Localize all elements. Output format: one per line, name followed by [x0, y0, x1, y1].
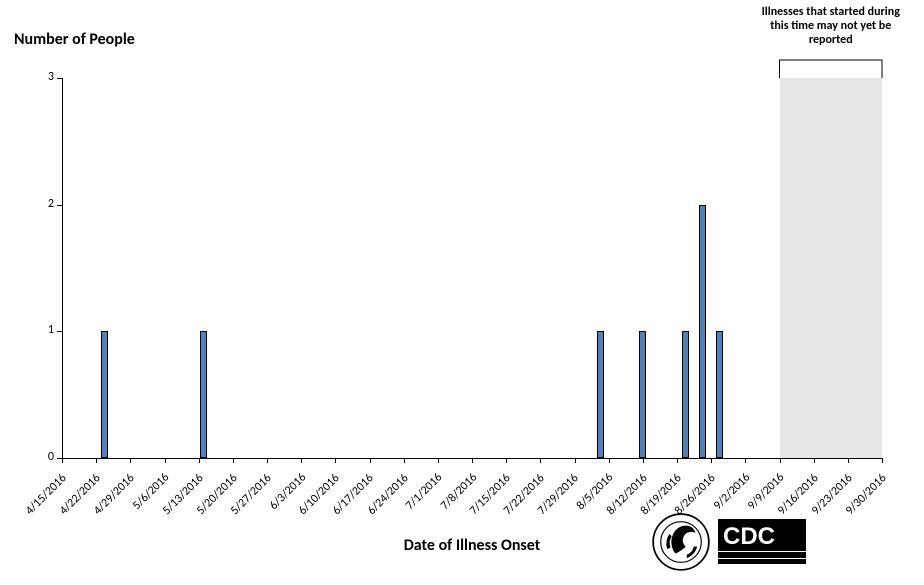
x-tick-mark: [130, 458, 131, 463]
x-tick-mark: [267, 458, 268, 463]
x-tick-mark: [335, 458, 336, 463]
hhs-logo-icon: [652, 513, 710, 571]
x-tick-mark: [575, 458, 576, 463]
x-tick-mark: [814, 458, 815, 463]
x-tick-mark: [540, 458, 541, 463]
logos-block: CDC: [652, 513, 806, 571]
x-tick-mark: [643, 458, 644, 463]
x-tick-mark: [404, 458, 405, 463]
x-tick-mark: [199, 458, 200, 463]
svg-text:CDC: CDC: [723, 523, 775, 550]
x-tick-mark: [711, 458, 712, 463]
y-tick-mark: [57, 78, 62, 79]
y-tick-mark: [57, 331, 62, 332]
x-tick-mark: [165, 458, 166, 463]
y-tick-mark: [57, 205, 62, 206]
x-tick-mark: [96, 458, 97, 463]
x-tick-mark: [438, 458, 439, 463]
y-tick-label: 1: [30, 323, 54, 337]
x-tick-mark: [472, 458, 473, 463]
cdc-logo-icon: CDC: [718, 519, 806, 565]
x-tick-mark: [848, 458, 849, 463]
x-tick-mark: [882, 458, 883, 463]
x-tick-mark: [233, 458, 234, 463]
y-axis-line: [62, 78, 63, 458]
x-tick-mark: [62, 458, 63, 463]
x-tick-mark: [677, 458, 678, 463]
y-tick-label: 3: [30, 70, 54, 84]
y-tick-label: 0: [30, 450, 54, 464]
x-tick-mark: [301, 458, 302, 463]
x-tick-mark: [506, 458, 507, 463]
x-tick-mark: [370, 458, 371, 463]
chart-wrapper: Number of People Illnesses that started …: [0, 0, 924, 585]
x-axis-title: Date of Illness Onset: [322, 536, 622, 555]
x-tick-mark: [609, 458, 610, 463]
x-tick-mark: [780, 458, 781, 463]
x-tick-mark: [745, 458, 746, 463]
y-tick-label: 2: [30, 197, 54, 211]
